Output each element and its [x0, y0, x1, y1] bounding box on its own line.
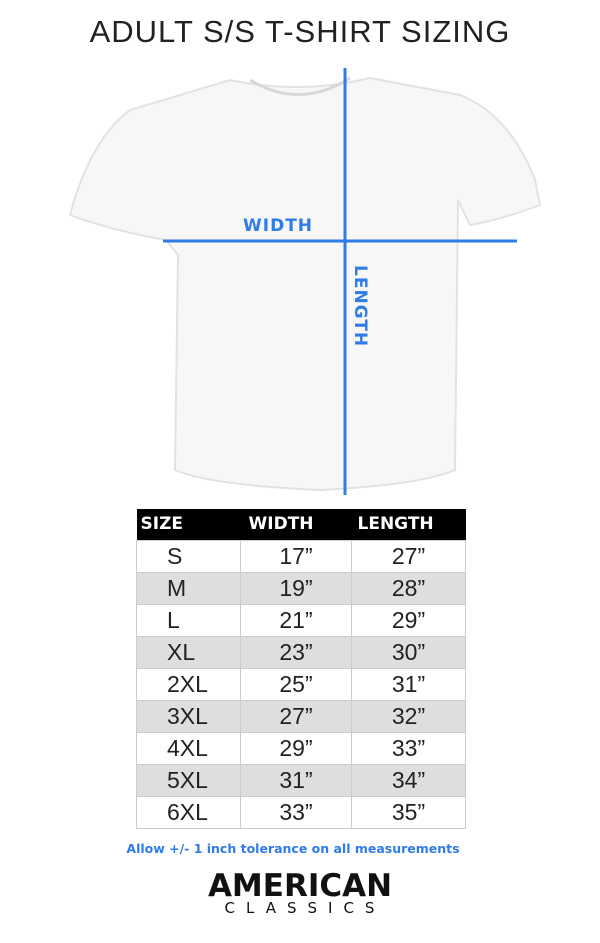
table-row: M 19” 28”	[136, 571, 466, 605]
cell-length: 35”	[351, 796, 466, 830]
cell-size: M	[136, 571, 241, 605]
cell-size: S	[136, 539, 241, 573]
tshirt-shape	[68, 76, 542, 492]
header-width: WIDTH	[240, 509, 352, 540]
size-table: SIZE WIDTH LENGTH S 17” 27” M 19” 28” L 21” 29” X…	[136, 509, 466, 830]
cell-size: L	[136, 603, 241, 637]
cell-width: 33”	[240, 796, 352, 830]
cell-width: 17”	[240, 539, 352, 573]
cell-width: 29”	[240, 732, 352, 766]
table-row: 2XL 25” 31”	[136, 667, 466, 701]
table-row: S 17” 27”	[136, 539, 466, 573]
cell-width: 23”	[240, 635, 352, 669]
cell-width: 31”	[240, 764, 352, 798]
cell-length: 33”	[351, 732, 466, 766]
header-size: SIZE	[136, 509, 241, 540]
table-row: L 21” 29”	[136, 603, 466, 637]
tolerance-note: Allow +/- 1 inch tolerance on all measur…	[126, 841, 460, 856]
tshirt-illustration	[68, 68, 542, 495]
cell-length: 28”	[351, 571, 466, 605]
brand-logo-line2: CLASSICS	[224, 899, 386, 917]
cell-width: 21”	[240, 603, 352, 637]
cell-size: 6XL	[136, 796, 241, 830]
cell-size: 4XL	[136, 732, 241, 766]
cell-width: 19”	[240, 571, 352, 605]
cell-length: 27”	[351, 539, 466, 573]
length-label: LENGTH	[350, 265, 370, 348]
cell-width: 27”	[240, 699, 352, 734]
brand-logo-line1: AMERICAN	[207, 868, 393, 904]
cell-size: 2XL	[136, 667, 241, 701]
cell-size: XL	[136, 635, 241, 669]
table-row: 5XL 31” 34”	[136, 764, 466, 798]
table-row: 6XL 33” 35”	[136, 796, 466, 830]
width-label: WIDTH	[243, 216, 314, 236]
page-title: ADULT S/S T-SHIRT SIZING	[89, 14, 511, 49]
tshirt-collar	[249, 76, 351, 96]
table-row: 3XL 27” 32”	[136, 699, 466, 734]
cell-length: 29”	[351, 603, 466, 637]
table-row: XL 23” 30”	[136, 635, 466, 669]
cell-length: 32”	[351, 699, 466, 734]
cell-size: 3XL	[136, 699, 241, 734]
table-header: SIZE WIDTH LENGTH	[136, 509, 466, 540]
cell-width: 25”	[240, 667, 352, 701]
header-length: LENGTH	[351, 509, 466, 540]
cell-length: 30”	[351, 635, 466, 669]
cell-size: 5XL	[136, 764, 241, 798]
cell-length: 34”	[351, 764, 466, 798]
table-row: 4XL 29” 33”	[136, 732, 466, 766]
cell-length: 31”	[351, 667, 466, 701]
